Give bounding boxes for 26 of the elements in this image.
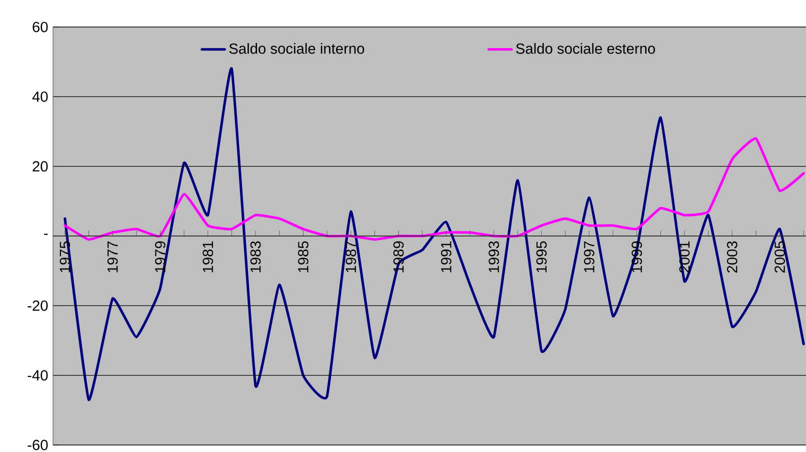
x-tick-label: 1979: [155, 241, 166, 272]
x-tick-label: 1993: [488, 241, 500, 272]
x-tick-label: 1987: [346, 241, 356, 272]
y-tick-label: -40: [28, 370, 48, 381]
x-tick-label: 2001: [679, 241, 690, 273]
y-tick-label: 40: [32, 91, 48, 102]
y-tick-label: -20: [28, 300, 48, 311]
x-tick-label: 2003: [726, 241, 738, 273]
x-tick-label: 1989: [393, 241, 404, 272]
y-tick-label: -: [44, 234, 48, 235]
x-tick-label: 1995: [536, 241, 547, 272]
x-tick-label: 1981: [202, 241, 214, 272]
y-tick-label: 20: [32, 161, 48, 172]
legend-label: Saldo sociale interno: [229, 43, 364, 54]
x-tick-label: 1977: [107, 241, 118, 272]
x-tick-label: 1991: [441, 241, 452, 272]
x-tick-label: 1985: [298, 241, 308, 272]
x-tick-label: 1997: [584, 241, 594, 272]
legend-label: Saldo sociale esterno: [516, 43, 655, 54]
x-tick-label: 2005: [774, 241, 785, 273]
y-tick-label: 60: [32, 22, 48, 32]
x-tick-label: 1975: [60, 241, 70, 272]
line-series: [64, 137, 805, 241]
y-tick-label: -60: [28, 440, 48, 450]
x-tick-label: 1999: [632, 241, 642, 272]
x-tick-label: 1983: [250, 241, 261, 272]
